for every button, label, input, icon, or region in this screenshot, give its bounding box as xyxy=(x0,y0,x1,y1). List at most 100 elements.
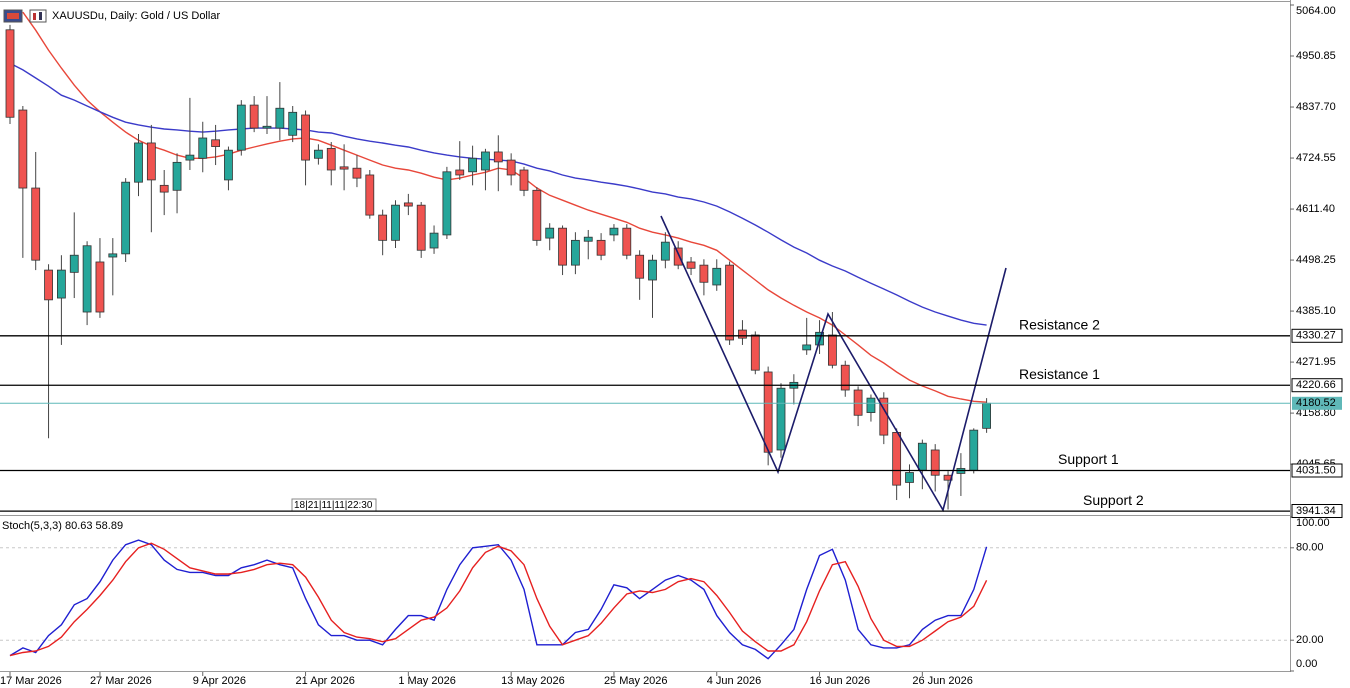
candle-body xyxy=(326,147,336,171)
candle-body xyxy=(840,364,850,391)
candle-body xyxy=(249,104,259,129)
candle-body xyxy=(712,267,722,286)
x-tick-label: 25 May 2026 xyxy=(604,675,668,687)
candle-body xyxy=(301,114,310,161)
candle-body xyxy=(571,239,580,266)
candle-body xyxy=(313,149,323,159)
x-tick-label: 26 Jun 2026 xyxy=(912,675,973,687)
level-name: Support 2 xyxy=(1083,492,1144,508)
current-price-label: 4180.52 xyxy=(1296,397,1336,409)
y-tick-label: 4498.25 xyxy=(1296,254,1336,266)
x-tick-label: 9 Apr 2026 xyxy=(193,675,246,687)
level-price-label: 4031.50 xyxy=(1296,464,1336,476)
y-tick-label: 4158.80 xyxy=(1296,407,1336,419)
candle-body xyxy=(982,402,991,429)
candle-body xyxy=(198,137,208,159)
candle-body xyxy=(224,149,233,181)
level-price-label: 3941.34 xyxy=(1296,505,1336,517)
y-tick-label: 5064.00 xyxy=(1296,5,1336,17)
y-tick-label: 4385.10 xyxy=(1296,305,1336,317)
level-price-label: 4330.27 xyxy=(1296,330,1336,342)
candle-body xyxy=(339,166,349,170)
candle-body xyxy=(635,254,645,279)
candle-body xyxy=(583,236,593,242)
candle-body xyxy=(468,157,478,173)
indicator-line xyxy=(9,542,988,657)
candle-body xyxy=(532,189,542,241)
candle-body xyxy=(969,429,979,471)
level-name: Resistance 2 xyxy=(1019,316,1100,332)
candle-body xyxy=(802,344,812,351)
y-tick-label: 20.00 xyxy=(1296,634,1324,646)
candle-body xyxy=(725,264,734,341)
candle-body xyxy=(172,161,182,191)
candle-body xyxy=(673,247,683,266)
candle-body xyxy=(146,142,156,181)
symbol-icons xyxy=(3,9,47,23)
level-name: Support 1 xyxy=(1058,451,1119,467)
stoch-plot xyxy=(0,539,1290,660)
x-tick-label: 27 Mar 2026 xyxy=(90,675,152,687)
chart-title: XAUUSDu, Daily: Gold / US Dollar xyxy=(52,10,220,22)
candle-body xyxy=(391,204,400,241)
icon xyxy=(7,13,19,19)
y-tick-label: 4611.40 xyxy=(1296,203,1335,215)
candle-body xyxy=(506,159,516,176)
candle-body xyxy=(108,253,118,258)
candle-body xyxy=(455,169,465,176)
candle-body xyxy=(378,214,388,241)
candle-body xyxy=(5,29,15,118)
candle-body xyxy=(930,449,940,476)
level-price-box xyxy=(1291,504,1343,518)
candle-body xyxy=(622,227,632,256)
candle-body xyxy=(763,371,773,453)
x-tick-label: 4 Jun 2026 xyxy=(707,675,761,687)
y-tick-label: 4724.55 xyxy=(1296,152,1336,164)
candle-body xyxy=(545,227,555,239)
y-tick-label: 100.00 xyxy=(1296,517,1330,529)
candle-body xyxy=(853,389,863,416)
icon xyxy=(39,12,42,20)
y-tick-label: 80.00 xyxy=(1296,542,1324,554)
candle-body xyxy=(866,397,876,413)
candle-body xyxy=(738,329,747,339)
candle-body xyxy=(828,334,837,366)
indicator-title: Stoch(5,3,3) 80.63 58.89 xyxy=(2,520,123,532)
icon xyxy=(29,9,47,23)
candle-body xyxy=(686,261,696,269)
candle-body xyxy=(69,254,79,273)
x-tick-label: 21 Apr 2026 xyxy=(296,675,355,687)
y-tick-label: 4950.85 xyxy=(1296,50,1336,62)
icon xyxy=(33,13,36,20)
w-pattern-drawing xyxy=(660,215,1007,513)
level-name: Resistance 1 xyxy=(1019,366,1100,382)
candle-body xyxy=(365,174,375,216)
level-price-label: 4220.66 xyxy=(1296,379,1336,391)
price-plot xyxy=(0,11,1290,510)
x-tick-label: 17 Mar 2026 xyxy=(0,675,62,687)
candle-body xyxy=(236,104,246,151)
candle-body xyxy=(596,239,606,256)
candle-body xyxy=(660,241,670,261)
x-tick-label: 13 May 2026 xyxy=(501,675,565,687)
y-tick-label: 4271.95 xyxy=(1296,356,1336,368)
candle-body xyxy=(776,387,786,451)
candle-body xyxy=(750,334,760,371)
candle-body xyxy=(95,261,105,313)
candle-body xyxy=(442,171,452,236)
candle-body xyxy=(917,442,927,471)
candle-body xyxy=(905,472,914,483)
candle-body xyxy=(429,232,439,249)
y-tick-label: 4837.70 xyxy=(1296,101,1336,113)
x-tick-label: 16 Jun 2026 xyxy=(810,675,871,687)
y-tick-label: 0.00 xyxy=(1296,658,1317,670)
level-price-box xyxy=(1291,378,1343,393)
level-price-box xyxy=(1291,328,1343,343)
candle-body xyxy=(352,167,362,179)
candle-body xyxy=(558,227,567,266)
candle-body xyxy=(44,269,53,301)
candle-body xyxy=(648,259,657,281)
candle-body xyxy=(185,154,195,161)
